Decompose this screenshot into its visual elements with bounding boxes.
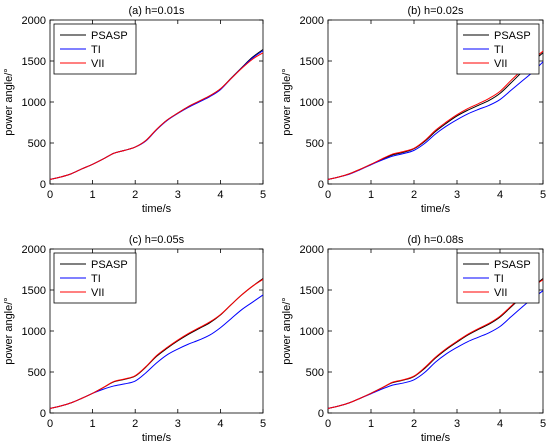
x-tick-label: 5: [540, 418, 546, 430]
y-tick-label: 0: [40, 179, 46, 191]
legend-entry: TI: [494, 44, 504, 56]
panel-3: 0 1 2 3 4 5 0 500 1000 1500 2000 (c) h=0.05s time/s p…: [3, 234, 266, 444]
series-line-vii: [49, 278, 264, 409]
legend: PSASP TI VII: [456, 252, 540, 304]
legend: PSASP TI VII: [53, 252, 137, 304]
y-tick-label: 500: [28, 367, 46, 379]
panel-4: 0 1 2 3 4 5 0 500 1000 1500 2000 (d) h=0.08s time/s p…: [281, 234, 546, 444]
legend-entry: VII: [494, 287, 507, 299]
series-line-vii: [327, 279, 544, 409]
x-tick-label: 3: [454, 418, 460, 430]
y-tick-label: 2000: [22, 244, 46, 256]
y-tick-label: 1500: [300, 56, 324, 68]
x-axis-label: time/s: [142, 203, 172, 215]
x-tick-label: 4: [497, 418, 503, 430]
x-tick-label: 5: [260, 418, 266, 430]
legend: PSASP TI VII: [456, 23, 540, 75]
panel-title: (b) h=0.02s: [408, 5, 464, 17]
x-tick-label: 1: [368, 189, 374, 201]
y-tick-label: 1000: [300, 326, 324, 338]
x-tick-label: 1: [90, 189, 96, 201]
y-tick-label: 500: [306, 367, 324, 379]
y-tick-label: 2000: [300, 244, 324, 256]
x-tick-label: 4: [497, 189, 503, 201]
panel-title: (d) h=0.08s: [408, 234, 464, 246]
x-tick-label: 3: [175, 189, 181, 201]
x-tick-label: 4: [217, 189, 223, 201]
legend-entry: TI: [91, 273, 101, 285]
y-axis-label: power angle/°: [281, 297, 293, 364]
x-tick-label: 0: [47, 189, 53, 201]
legend-entry: PSASP: [494, 30, 531, 42]
x-tick-label: 2: [132, 418, 138, 430]
y-tick-label: 0: [40, 408, 46, 420]
x-tick-label: 1: [90, 418, 96, 430]
y-tick-label: 1000: [22, 97, 46, 109]
x-tick-label: 1: [368, 418, 374, 430]
legend-entry: VII: [91, 58, 104, 70]
y-tick-label: 1000: [300, 97, 324, 109]
y-tick-label: 1500: [22, 285, 46, 297]
x-tick-label: 0: [325, 418, 331, 430]
y-tick-label: 0: [318, 179, 324, 191]
panel-2: 0 1 2 3 4 5 0 500 1000 1500 2000 (b) h=0.02s time/s p…: [281, 5, 546, 215]
legend-entry: TI: [91, 44, 101, 56]
x-tick-label: 3: [175, 418, 181, 430]
y-tick-label: 500: [28, 138, 46, 150]
x-axis-label: time/s: [142, 432, 172, 444]
x-tick-label: 5: [540, 189, 546, 201]
y-axis-label: power angle/°: [3, 297, 15, 364]
y-axis-label: power angle/°: [281, 68, 293, 135]
legend-entry: PSASP: [494, 259, 531, 271]
x-tick-label: 5: [260, 189, 266, 201]
panel-1: 0 1 2 3 4 5 0 500 1000 1500 2000 (a) h=0.01s time/s p…: [3, 5, 266, 215]
y-tick-label: 500: [306, 138, 324, 150]
y-tick-label: 1000: [22, 326, 46, 338]
x-tick-label: 0: [325, 189, 331, 201]
y-tick-label: 1500: [300, 285, 324, 297]
legend-entry: VII: [91, 287, 104, 299]
x-axis-label: time/s: [421, 203, 451, 215]
series-line-vii: [49, 52, 264, 180]
x-tick-label: 0: [47, 418, 53, 430]
x-axis-label: time/s: [421, 432, 451, 444]
x-tick-label: 2: [132, 189, 138, 201]
y-axis-label: power angle/°: [3, 68, 15, 135]
legend-entry: VII: [494, 58, 507, 70]
legend-entry: PSASP: [91, 30, 128, 42]
panel-title: (c) h=0.05s: [129, 234, 185, 246]
series-line-vii: [327, 50, 544, 180]
legend-entry: TI: [494, 273, 504, 285]
panel-title: (a) h=0.01s: [129, 5, 185, 17]
y-tick-label: 1500: [22, 56, 46, 68]
x-tick-label: 2: [411, 189, 417, 201]
y-tick-label: 2000: [22, 15, 46, 27]
y-tick-label: 2000: [300, 15, 324, 27]
x-tick-label: 3: [454, 189, 460, 201]
x-tick-label: 4: [217, 418, 223, 430]
legend: PSASP TI VII: [53, 23, 137, 75]
x-tick-label: 2: [411, 418, 417, 430]
y-tick-label: 0: [318, 408, 324, 420]
legend-entry: PSASP: [91, 259, 128, 271]
